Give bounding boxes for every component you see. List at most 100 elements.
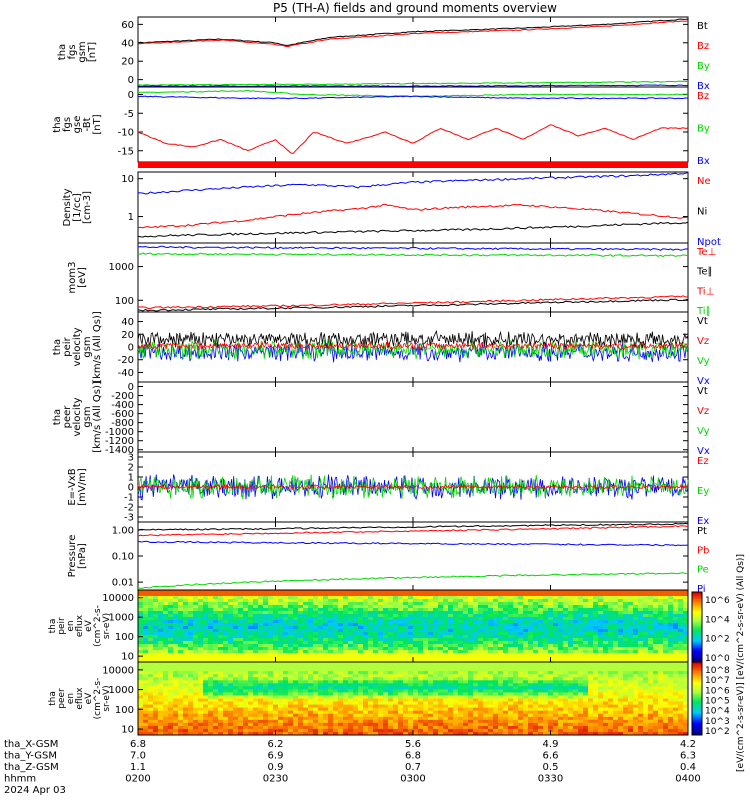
spectro-cell: [473, 729, 479, 733]
spectro-cell: [338, 729, 344, 733]
spectro-cell: [548, 608, 554, 612]
spectro-cell: [283, 705, 289, 709]
spectro-cell: [163, 620, 169, 624]
spectro-cell: [143, 674, 149, 678]
spectro-cell: [428, 623, 434, 627]
spectro-cell: [558, 608, 564, 612]
spectro-cell: [538, 696, 544, 700]
spectro-cell: [663, 629, 669, 633]
spectro-cell: [238, 714, 244, 718]
spectro-cell: [163, 602, 169, 606]
spectro-cell: [193, 671, 199, 675]
spectro-cell: [528, 623, 534, 627]
spectro-cell: [258, 683, 264, 687]
spectro-cell: [268, 608, 274, 612]
spectro-cell: [413, 614, 419, 618]
spectro-cell: [423, 596, 429, 600]
spectro-cell: [168, 729, 174, 733]
spectro-cell: [608, 614, 614, 618]
spectro-cell: [233, 680, 239, 684]
spectro-cell: [248, 629, 254, 633]
spectro-cell: [583, 602, 589, 606]
spectro-cell: [388, 711, 394, 715]
spectro-cell: [263, 614, 269, 618]
spectro-cell: [563, 629, 569, 633]
spectro-cell: [373, 632, 379, 636]
spectro-cell: [168, 714, 174, 718]
spectro-cell: [658, 599, 664, 603]
spectro-cell: [243, 686, 249, 690]
spectro-cell: [248, 702, 254, 706]
spectro-cell: [238, 668, 244, 672]
spectro-cell: [433, 696, 439, 700]
spectro-cell: [183, 665, 189, 669]
spectro-cell: [263, 677, 269, 681]
spectro-cell: [343, 629, 349, 633]
spectro-cell: [603, 605, 609, 609]
spectro-cell: [478, 590, 484, 594]
spectro-cell: [483, 644, 489, 648]
spectro-cell: [253, 662, 259, 666]
spectro-cell: [598, 644, 604, 648]
spectro-cell: [283, 590, 289, 594]
spectro-cell: [278, 653, 284, 657]
spectro-cell: [273, 608, 279, 612]
spectro-cell: [418, 626, 424, 630]
spectro-cell: [348, 629, 354, 633]
spectro-cell: [553, 629, 559, 633]
spectro-cell: [523, 723, 529, 727]
spectro-cell: [278, 596, 284, 600]
spectro-cell: [203, 677, 209, 681]
spectro-cell: [523, 711, 529, 715]
spectro-cell: [558, 692, 564, 696]
spectro-cell: [323, 665, 329, 669]
spectro-cell: [138, 620, 144, 624]
spectro-cell: [148, 686, 154, 690]
spectro-cell: [388, 720, 394, 724]
spectro-cell: [148, 635, 154, 639]
spectro-cell: [233, 635, 239, 639]
spectro-cell: [198, 680, 204, 684]
spectro-cell: [478, 650, 484, 654]
spectro-cell: [638, 650, 644, 654]
spectro-cell: [448, 653, 454, 657]
spectro-cell: [348, 602, 354, 606]
spectro-cell: [413, 702, 419, 706]
spectro-cell: [173, 650, 179, 654]
spectro-cell: [658, 641, 664, 645]
spectro-cell: [583, 605, 589, 609]
spectro-cell: [538, 686, 544, 690]
spectro-cell: [218, 683, 224, 687]
spectro-cell: [553, 702, 559, 706]
spectro-cell: [233, 638, 239, 642]
spectro-cell: [513, 689, 519, 693]
spectro-cell: [453, 671, 459, 675]
spectro-cell: [143, 696, 149, 700]
spectro-cell: [543, 692, 549, 696]
spectro-cell: [263, 692, 269, 696]
spectro-cell: [548, 723, 554, 727]
spectro-cell: [588, 593, 594, 597]
spectro-cell: [468, 671, 474, 675]
spectro-cell: [408, 671, 414, 675]
spectro-cell: [518, 705, 524, 709]
spectro-cell: [428, 696, 434, 700]
spectro-cell: [308, 699, 314, 703]
spectro-cell: [548, 653, 554, 657]
spectro-cell: [413, 629, 419, 633]
spectro-cell: [388, 677, 394, 681]
spectro-cell: [423, 708, 429, 712]
spectro-cell: [433, 729, 439, 733]
spectro-cell: [433, 717, 439, 721]
spectro-cell: [378, 614, 384, 618]
spectro-cell: [168, 674, 174, 678]
spectro-cell: [378, 620, 384, 624]
spectro-cell: [278, 717, 284, 721]
spectro-cell: [188, 683, 194, 687]
spectro-cell: [258, 653, 264, 657]
spectro-cell: [653, 605, 659, 609]
spectro-cell: [153, 677, 159, 681]
spectro-cell: [333, 629, 339, 633]
spectro-cell: [178, 680, 184, 684]
spectro-cell: [463, 729, 469, 733]
